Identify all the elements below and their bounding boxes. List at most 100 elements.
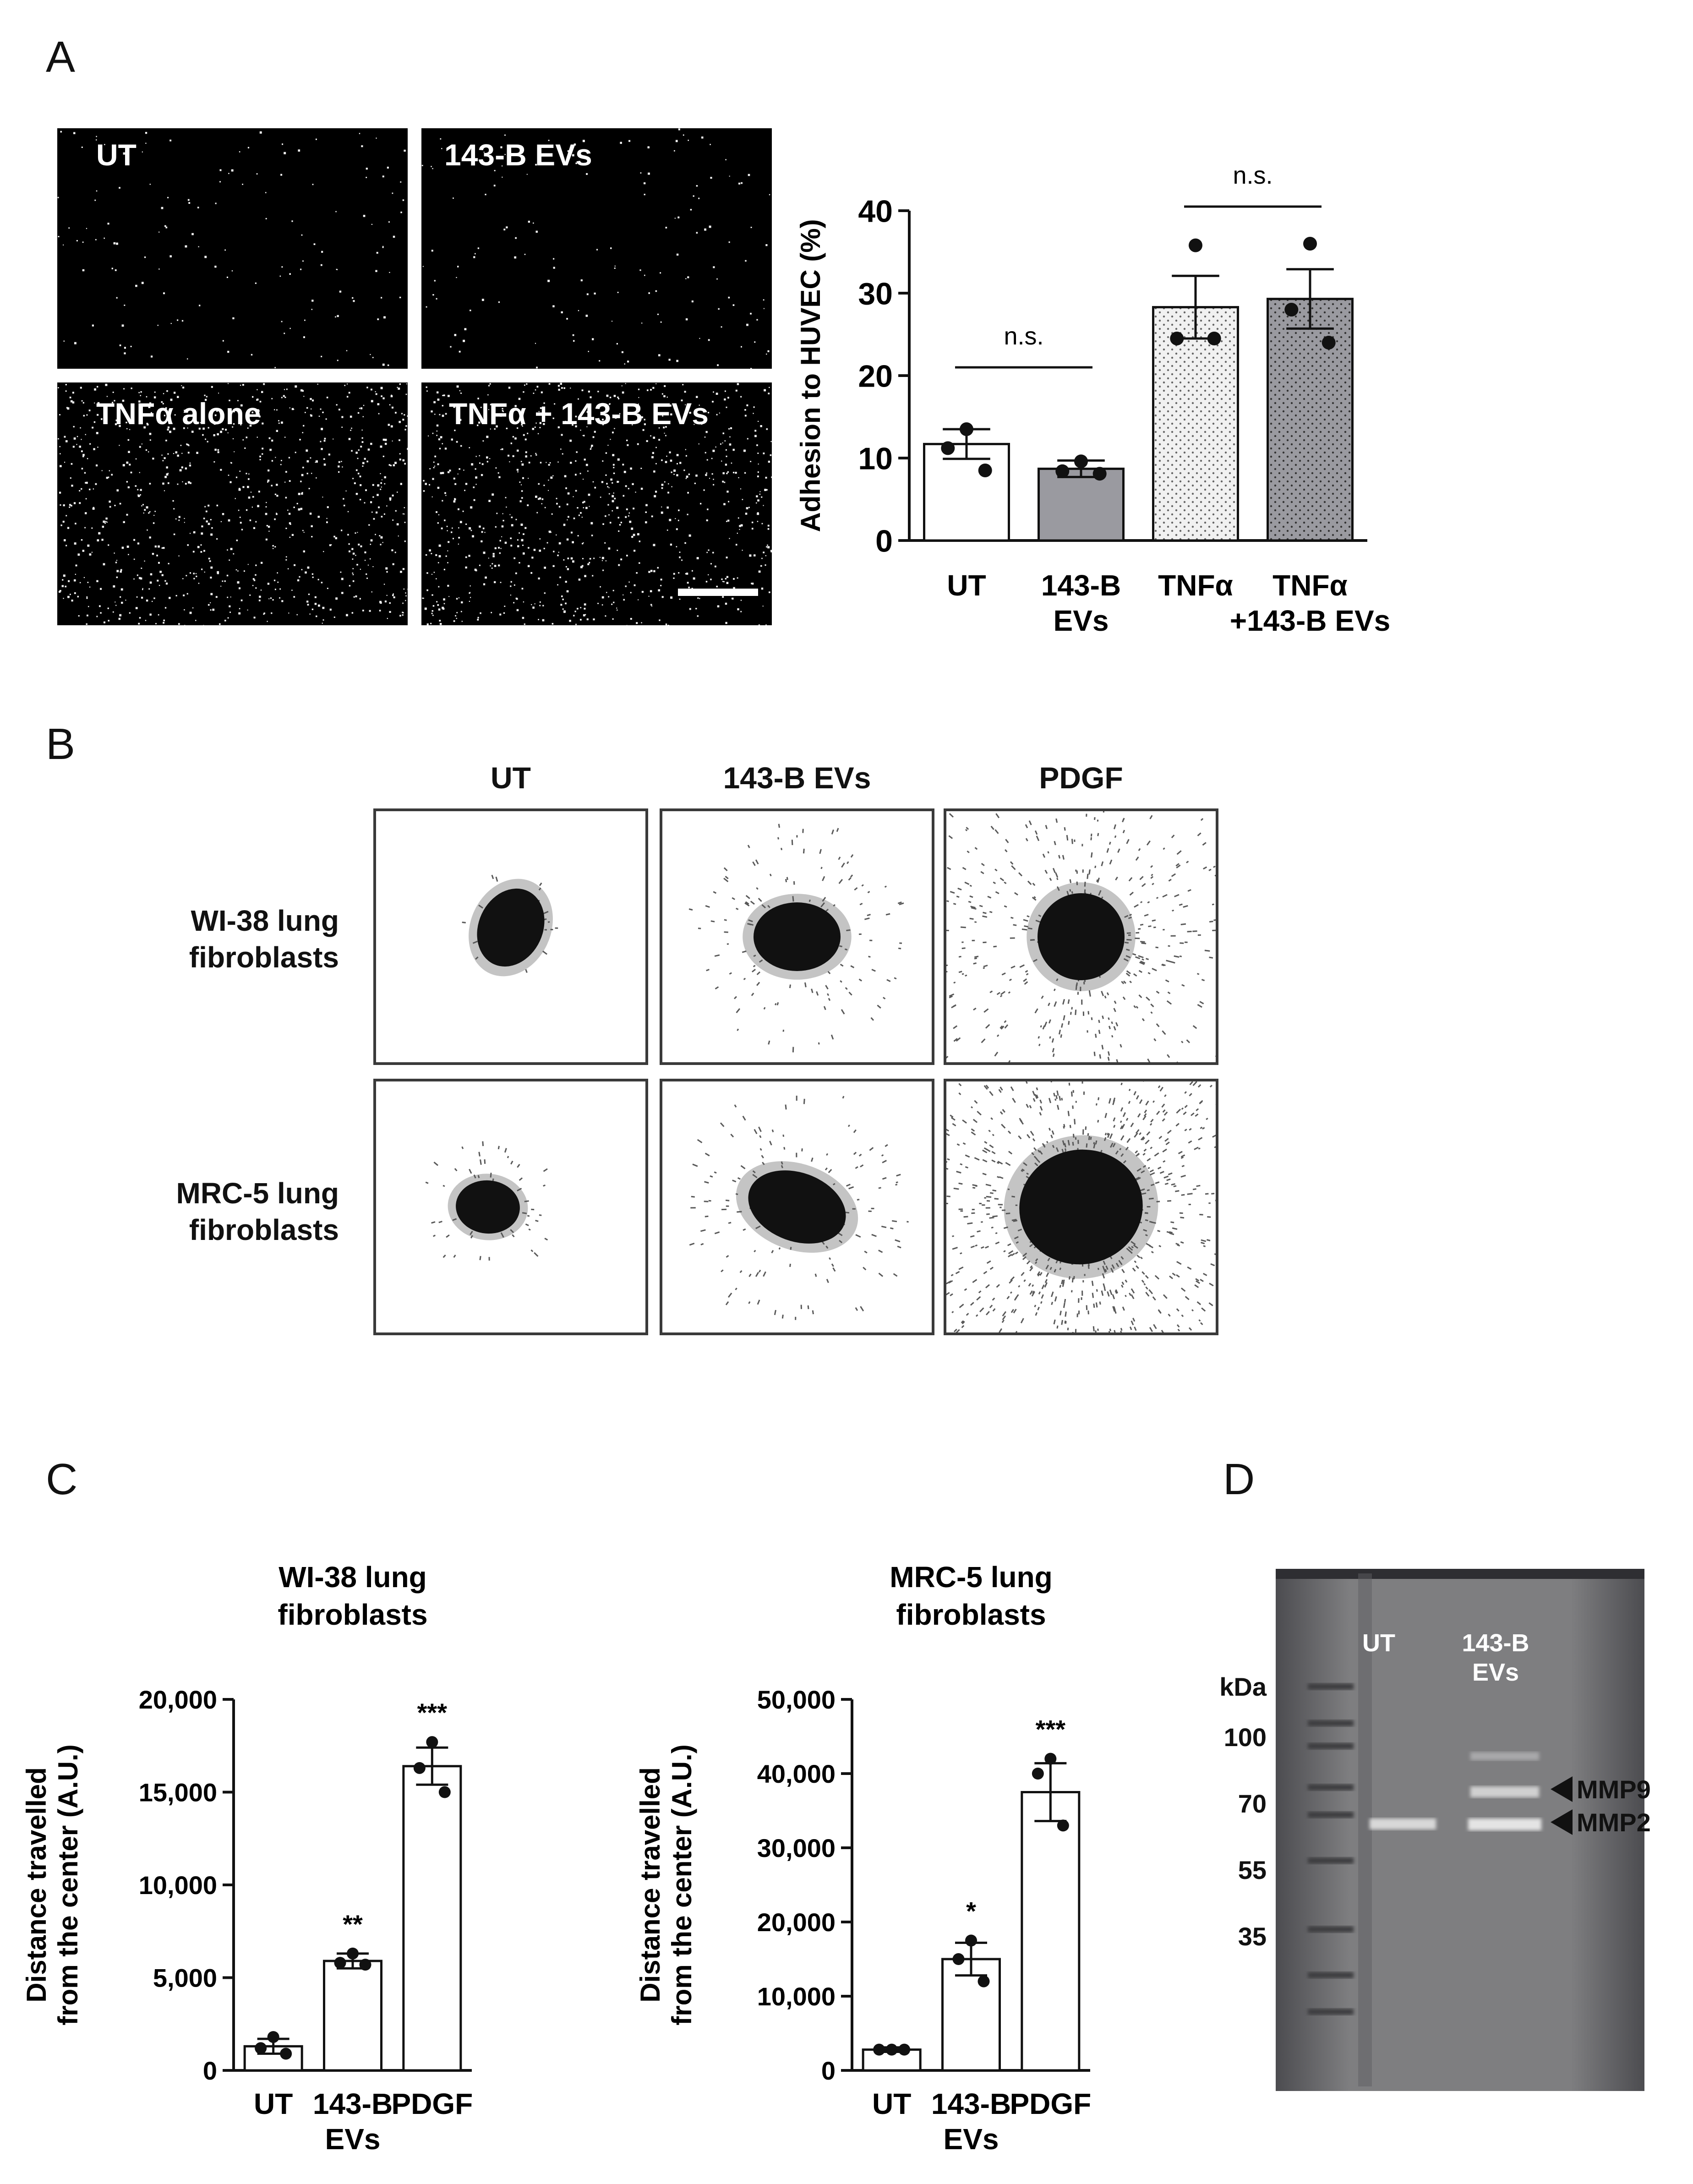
data-point bbox=[1170, 332, 1184, 345]
spheroid-core bbox=[1019, 1149, 1143, 1265]
arrow-mmp9 bbox=[1551, 1776, 1573, 1802]
bar bbox=[323, 1960, 382, 2072]
panel-letter-a: A bbox=[46, 33, 76, 82]
x-tick-label: 143-B bbox=[1041, 569, 1121, 602]
data-point bbox=[952, 1953, 965, 1965]
y-tick-label: 10 bbox=[858, 441, 893, 476]
y-axis-label: Distance travelled bbox=[635, 1767, 666, 2003]
data-point bbox=[413, 1762, 426, 1774]
bar bbox=[1021, 1791, 1081, 2072]
label-mmp2: MMP2 bbox=[1577, 1808, 1651, 1837]
y-tick-label: 0 bbox=[821, 2056, 836, 2085]
data-point bbox=[347, 1947, 359, 1960]
y-tick-label: 50,000 bbox=[757, 1685, 836, 1714]
ladder-band bbox=[1308, 2009, 1354, 2015]
significance-marker: * bbox=[966, 1897, 976, 1926]
data-point bbox=[885, 2043, 898, 2056]
y-tick-label: 30 bbox=[858, 276, 893, 311]
bar bbox=[1152, 306, 1239, 542]
gel-top-edge bbox=[1276, 1569, 1644, 1579]
spheroid-wi38-143b-evs bbox=[660, 808, 934, 1065]
x-tick-label: UT bbox=[254, 2087, 293, 2120]
spheroid-migration bbox=[946, 1081, 1216, 1332]
y-axis-label: Adhesion to HUVEC (%) bbox=[795, 219, 826, 532]
bar bbox=[1038, 467, 1125, 542]
y-tick-label: 0 bbox=[203, 2056, 217, 2085]
y-tick-label: 0 bbox=[875, 524, 893, 558]
x-tick-label: 143-B bbox=[931, 2087, 1011, 2120]
y-tick-label: 30,000 bbox=[757, 1834, 836, 1862]
y-tick-label: 20,000 bbox=[757, 1908, 836, 1937]
spheroid-wi38-pdgf bbox=[944, 808, 1218, 1065]
ladder-band bbox=[1308, 1857, 1354, 1864]
data-point bbox=[941, 441, 955, 455]
y-tick-label: 20 bbox=[858, 359, 893, 393]
data-point bbox=[1057, 1819, 1069, 1832]
chart-mrc5-distance: 0 10,000 20,000 30,000 40,000 50,000 Distance … bbox=[635, 1561, 1091, 2156]
spheroid-mrc5-pdgf bbox=[944, 1079, 1218, 1335]
data-point bbox=[1189, 238, 1202, 252]
band-mmp2-evs bbox=[1468, 1818, 1541, 1830]
y-tick-label: 10,000 bbox=[757, 1982, 836, 2011]
data-point bbox=[426, 1736, 438, 1748]
x-tick-label: EVs bbox=[1054, 604, 1109, 637]
bar bbox=[941, 1958, 1001, 2072]
data-point bbox=[280, 2048, 292, 2060]
column-header-pdgf: PDGF bbox=[1039, 761, 1123, 795]
lane-label-143b-evs: 143-B EVs bbox=[1462, 1629, 1529, 1686]
row-header-wi38: WI-38 lung fibroblasts bbox=[189, 904, 339, 974]
data-point bbox=[438, 1786, 451, 1798]
y-tick-label: 40,000 bbox=[757, 1759, 836, 1788]
ladder-band bbox=[1308, 1784, 1354, 1791]
spheroid-core bbox=[754, 902, 841, 971]
y-tick-label: 20,000 bbox=[139, 1685, 217, 1714]
lane-edge bbox=[1358, 1573, 1372, 2086]
marker-35: 35 bbox=[1238, 1922, 1267, 1951]
micrograph-label: TNFα + 143-B EVs bbox=[449, 397, 709, 431]
y-tick-label: 40 bbox=[858, 194, 893, 229]
y-tick-label: 15,000 bbox=[139, 1778, 217, 1807]
data-point bbox=[1044, 1753, 1057, 1765]
data-point bbox=[1074, 454, 1088, 469]
data-point bbox=[1284, 303, 1299, 317]
bar bbox=[1267, 298, 1354, 542]
chart-wi38-distance: 0 5,000 10,000 15,000 20,000 Distance travell… bbox=[21, 1561, 473, 2156]
data-point bbox=[960, 422, 973, 436]
ladder-band bbox=[1308, 1683, 1354, 1690]
data-point bbox=[978, 464, 992, 477]
x-tick-label: 143-B bbox=[313, 2087, 393, 2120]
significance-marker: *** bbox=[417, 1698, 448, 1727]
panel-letter-c: C bbox=[46, 1455, 78, 1504]
spheroid-core bbox=[1038, 893, 1125, 980]
spheroid-mrc5-ut bbox=[373, 1079, 648, 1335]
chart-title: fibroblasts bbox=[278, 1598, 427, 1631]
spheroid-core bbox=[456, 1180, 520, 1234]
comparison-label: n.s. bbox=[1004, 322, 1043, 350]
data-point bbox=[1032, 1768, 1044, 1780]
spheroid-migration bbox=[689, 1096, 909, 1320]
micrograph-ut: UT bbox=[57, 128, 408, 369]
data-point bbox=[359, 1959, 371, 1971]
y-axis-label: from the center (A.U.) bbox=[666, 1744, 697, 2025]
chart-title: WI-38 lung bbox=[279, 1561, 427, 1594]
y-axis-label: Distance travelled bbox=[21, 1767, 52, 2003]
data-point bbox=[267, 2031, 279, 2043]
x-tick-label: TNFα bbox=[1158, 569, 1233, 602]
spheroid-migration bbox=[688, 824, 904, 1053]
column-header-143b-evs: 143-B EVs bbox=[723, 761, 871, 795]
y-tick-label: 10,000 bbox=[139, 1871, 217, 1900]
bar bbox=[923, 442, 1010, 542]
micrograph-label: UT bbox=[96, 138, 137, 172]
micrograph-label: 143-B EVs bbox=[444, 138, 592, 172]
data-point bbox=[1303, 237, 1317, 251]
row-header-mrc5: MRC-5 lung fibroblasts bbox=[176, 1177, 339, 1246]
data-point bbox=[898, 2043, 911, 2056]
x-tick-label: UT bbox=[872, 2087, 911, 2120]
data-point bbox=[255, 2042, 267, 2054]
data-point bbox=[1207, 332, 1221, 345]
marker-70: 70 bbox=[1238, 1789, 1267, 1818]
scale-bar bbox=[678, 589, 758, 596]
data-point bbox=[965, 1934, 977, 1947]
panel-letter-b: B bbox=[46, 720, 76, 769]
ladder-band bbox=[1308, 1812, 1354, 1818]
